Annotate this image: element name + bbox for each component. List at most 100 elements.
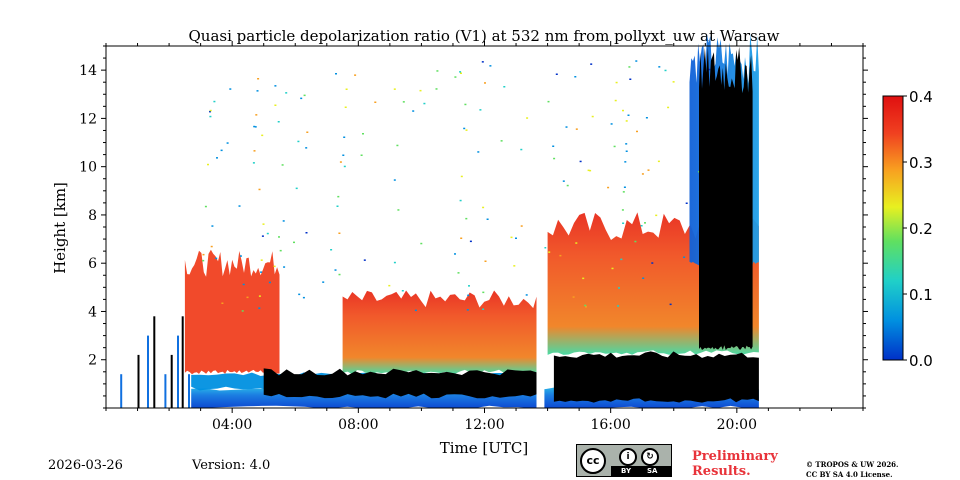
by-person-icon: i xyxy=(619,448,637,466)
colorbar xyxy=(882,95,904,361)
noise-speck xyxy=(459,71,462,73)
noise-speck xyxy=(298,293,301,296)
noise-speck xyxy=(486,218,489,220)
noise-speck xyxy=(552,145,555,147)
noise-speck xyxy=(482,291,485,294)
noise-speck xyxy=(216,157,218,159)
noise-speck xyxy=(213,100,216,103)
y-tick-label: 10 xyxy=(79,160,97,176)
noise-speck xyxy=(402,101,405,103)
noise-speck xyxy=(610,123,613,125)
noise-speck xyxy=(481,61,484,63)
noise-speck xyxy=(460,237,463,239)
noise-speck xyxy=(279,249,282,252)
noise-speck xyxy=(335,73,337,75)
region-dust-layer-morning xyxy=(342,290,539,375)
noise-speck xyxy=(397,209,400,211)
noise-speck xyxy=(635,60,638,62)
noise-speck xyxy=(423,102,426,105)
copyright-line2: CC BY SA 4.0 License. xyxy=(806,470,893,479)
noise-speck xyxy=(338,273,341,276)
noise-speck xyxy=(226,142,229,144)
noise-speck xyxy=(625,150,628,152)
noise-speck xyxy=(277,121,280,123)
saturated-region xyxy=(263,368,539,399)
x-axis-label: Time [UTC] xyxy=(440,439,529,457)
scan-streak xyxy=(153,316,156,408)
noise-speck xyxy=(465,129,468,131)
noise-speck xyxy=(336,205,339,207)
noise-speck xyxy=(202,253,205,256)
date-label: 2026-03-26 xyxy=(48,458,123,473)
noise-speck xyxy=(273,265,276,268)
noise-speck xyxy=(393,88,396,90)
scan-streak xyxy=(164,374,167,408)
noise-speck xyxy=(590,63,593,65)
x-tick-label: 20:00 xyxy=(717,417,757,433)
noise-speck xyxy=(641,173,644,175)
noise-speck xyxy=(363,259,366,261)
noise-speck xyxy=(645,117,648,119)
noise-speck xyxy=(306,131,309,133)
noise-speck xyxy=(489,65,492,67)
colorbar-tick-label: 0.2 xyxy=(909,220,933,238)
noise-speck xyxy=(419,89,422,92)
noise-speck xyxy=(435,88,438,90)
noise-speck xyxy=(459,199,462,202)
scan-streak xyxy=(147,335,149,408)
by-label: BY xyxy=(621,467,632,475)
cc-license-badge: cc i ↻ BY SA xyxy=(576,444,672,477)
colorbar-tick-label: 0.4 xyxy=(909,88,933,106)
noise-speck xyxy=(548,251,551,253)
noise-speck xyxy=(260,259,263,261)
noise-speck xyxy=(209,109,212,112)
noise-speck xyxy=(393,179,396,181)
noise-speck xyxy=(636,130,638,133)
noise-speck xyxy=(220,149,223,152)
noise-speck xyxy=(330,249,333,251)
y-tick-label: 8 xyxy=(88,208,97,224)
noise-speck xyxy=(651,262,654,264)
noise-speck xyxy=(334,269,337,271)
noise-speck xyxy=(303,94,306,97)
noise-speck xyxy=(454,76,457,78)
noise-speck xyxy=(582,277,585,280)
noise-speck xyxy=(640,225,643,227)
noise-speck xyxy=(575,242,578,244)
noise-speck xyxy=(477,151,480,153)
noise-speck xyxy=(457,272,460,274)
x-tick-label: 08:00 xyxy=(338,417,378,433)
noise-speck xyxy=(343,165,346,168)
noise-speck xyxy=(295,187,298,190)
noise-speck xyxy=(454,253,456,255)
noise-speck xyxy=(500,140,503,142)
noise-speck xyxy=(268,281,271,284)
noise-speck xyxy=(627,114,630,116)
copyright-line1: © TROPOS & UW 2026. xyxy=(806,460,899,469)
noise-speck xyxy=(257,78,260,80)
noise-speck xyxy=(468,285,470,287)
noise-speck xyxy=(503,86,506,88)
scan-streak xyxy=(120,374,123,408)
noise-speck xyxy=(625,120,628,122)
noise-speck xyxy=(256,90,259,92)
noise-speck xyxy=(683,256,686,258)
noise-speck xyxy=(589,169,592,172)
noise-speck xyxy=(555,73,558,75)
noise-speck xyxy=(642,277,645,279)
noise-speck xyxy=(515,237,517,239)
noise-speck xyxy=(300,97,303,100)
noise-speck xyxy=(254,126,257,128)
noise-speck xyxy=(479,109,482,111)
noise-speck xyxy=(628,66,631,68)
noise-speck xyxy=(258,307,261,309)
noise-speck xyxy=(482,206,485,209)
noise-speck xyxy=(464,103,467,106)
x-tick-label: 12:00 xyxy=(464,417,504,433)
license-strip: BY SA xyxy=(611,466,671,476)
noise-speck xyxy=(482,308,485,310)
noise-speck xyxy=(262,223,265,225)
noise-speck xyxy=(553,157,556,160)
noise-speck xyxy=(664,69,667,72)
noise-speck xyxy=(261,235,264,237)
